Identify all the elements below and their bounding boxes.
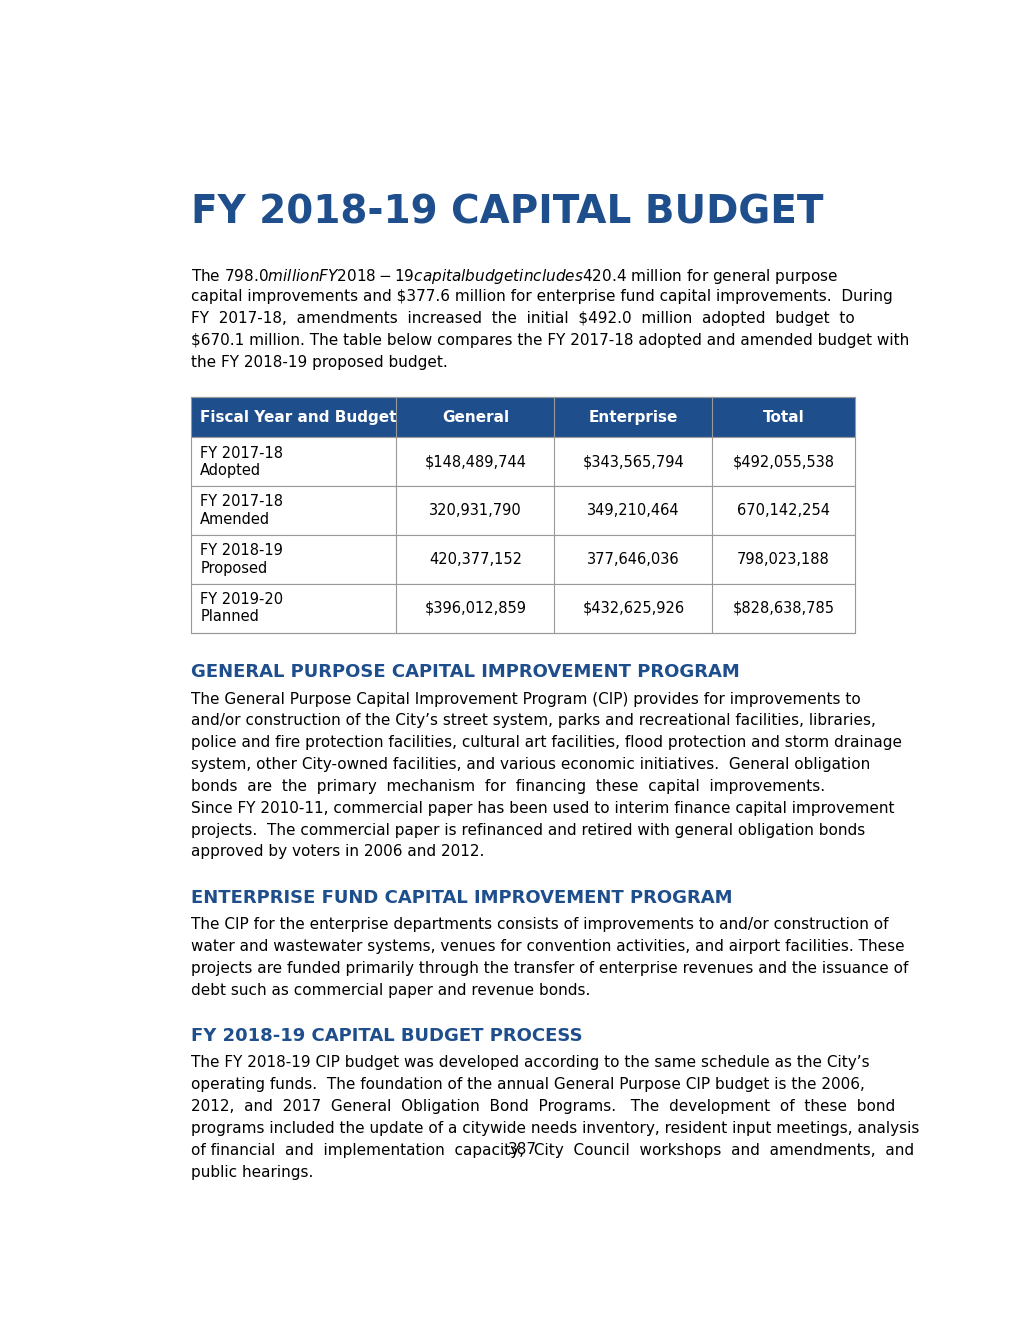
Text: General: General: [441, 409, 508, 425]
Text: water and wastewater systems, venues for convention activities, and airport faci: water and wastewater systems, venues for…: [191, 939, 904, 954]
Text: and/or construction of the City’s street system, parks and recreational faciliti: and/or construction of the City’s street…: [191, 713, 874, 729]
Text: FY 2018-19 CAPITAL BUDGET: FY 2018-19 CAPITAL BUDGET: [191, 194, 822, 232]
Text: police and fire protection facilities, cultural art facilities, flood protection: police and fire protection facilities, c…: [191, 735, 901, 750]
Text: 377,646,036: 377,646,036: [587, 552, 679, 566]
Text: Since FY 2010-11, commercial paper has been used to interim finance capital impr: Since FY 2010-11, commercial paper has b…: [191, 801, 894, 816]
Bar: [191, 535, 854, 583]
Text: capital improvements and $377.6 million for enterprise fund capital improvements: capital improvements and $377.6 million …: [191, 289, 892, 304]
Text: 670,142,254: 670,142,254: [737, 503, 829, 517]
Text: FY 2017-18
Adopted: FY 2017-18 Adopted: [200, 446, 283, 478]
Text: 387: 387: [507, 1142, 537, 1156]
Text: $492,055,538: $492,055,538: [732, 454, 834, 470]
Text: 320,931,790: 320,931,790: [429, 503, 521, 517]
Bar: [191, 437, 854, 486]
Text: 349,210,464: 349,210,464: [587, 503, 679, 517]
Text: $343,565,794: $343,565,794: [582, 454, 684, 470]
Text: 420,377,152: 420,377,152: [428, 552, 522, 566]
Text: projects.  The commercial paper is refinanced and retired with general obligatio: projects. The commercial paper is refina…: [191, 822, 864, 838]
Text: FY 2019-20
Planned: FY 2019-20 Planned: [200, 591, 283, 624]
Text: Fiscal Year and Budget: Fiscal Year and Budget: [200, 409, 396, 425]
Text: $670.1 million. The table below compares the FY 2017-18 adopted and amended budg: $670.1 million. The table below compares…: [191, 333, 908, 347]
Text: The FY 2018-19 CIP budget was developed according to the same schedule as the Ci: The FY 2018-19 CIP budget was developed …: [191, 1056, 868, 1071]
Text: The General Purpose Capital Improvement Program (CIP) provides for improvements : The General Purpose Capital Improvement …: [191, 692, 860, 706]
Text: the FY 2018-19 proposed budget.: the FY 2018-19 proposed budget.: [191, 355, 447, 370]
Text: Enterprise: Enterprise: [588, 409, 678, 425]
Text: $828,638,785: $828,638,785: [732, 601, 834, 615]
Text: GENERAL PURPOSE CAPITAL IMPROVEMENT PROGRAM: GENERAL PURPOSE CAPITAL IMPROVEMENT PROG…: [191, 663, 739, 681]
Text: ENTERPRISE FUND CAPITAL IMPROVEMENT PROGRAM: ENTERPRISE FUND CAPITAL IMPROVEMENT PROG…: [191, 888, 732, 907]
Text: $396,012,859: $396,012,859: [424, 601, 526, 615]
Text: 2012,  and  2017  General  Obligation  Bond  Programs.   The  development  of  t: 2012, and 2017 General Obligation Bond P…: [191, 1100, 894, 1114]
Text: The CIP for the enterprise departments consists of improvements to and/or constr: The CIP for the enterprise departments c…: [191, 917, 888, 932]
Bar: [191, 397, 854, 437]
Text: FY  2017-18,  amendments  increased  the  initial  $492.0  million  adopted  bud: FY 2017-18, amendments increased the ini…: [191, 312, 854, 326]
Text: public hearings.: public hearings.: [191, 1164, 313, 1180]
Text: system, other City-owned facilities, and various economic initiatives.  General : system, other City-owned facilities, and…: [191, 758, 869, 772]
Text: Total: Total: [762, 409, 804, 425]
Text: $432,625,926: $432,625,926: [582, 601, 684, 615]
Text: FY 2018-19
Proposed: FY 2018-19 Proposed: [200, 543, 283, 576]
Text: FY 2017-18
Amended: FY 2017-18 Amended: [200, 495, 283, 527]
Text: bonds  are  the  primary  mechanism  for  financing  these  capital  improvement: bonds are the primary mechanism for fina…: [191, 779, 824, 793]
Text: FY 2018-19 CAPITAL BUDGET PROCESS: FY 2018-19 CAPITAL BUDGET PROCESS: [191, 1027, 582, 1045]
Text: approved by voters in 2006 and 2012.: approved by voters in 2006 and 2012.: [191, 845, 484, 859]
Text: operating funds.  The foundation of the annual General Purpose CIP budget is the: operating funds. The foundation of the a…: [191, 1077, 864, 1092]
Bar: [191, 583, 854, 632]
Text: projects are funded primarily through the transfer of enterprise revenues and th: projects are funded primarily through th…: [191, 961, 907, 975]
Text: debt such as commercial paper and revenue bonds.: debt such as commercial paper and revenu…: [191, 982, 590, 998]
Text: The $798.0 million FY 2018-19 capital budget includes $420.4 million for general: The $798.0 million FY 2018-19 capital bu…: [191, 267, 837, 286]
Text: programs included the update of a citywide needs inventory, resident input meeti: programs included the update of a citywi…: [191, 1121, 918, 1137]
Text: $148,489,744: $148,489,744: [424, 454, 526, 470]
Text: 798,023,188: 798,023,188: [737, 552, 829, 566]
Text: of financial  and  implementation  capacity,  City  Council  workshops  and  ame: of financial and implementation capacity…: [191, 1143, 913, 1158]
Bar: [191, 486, 854, 535]
